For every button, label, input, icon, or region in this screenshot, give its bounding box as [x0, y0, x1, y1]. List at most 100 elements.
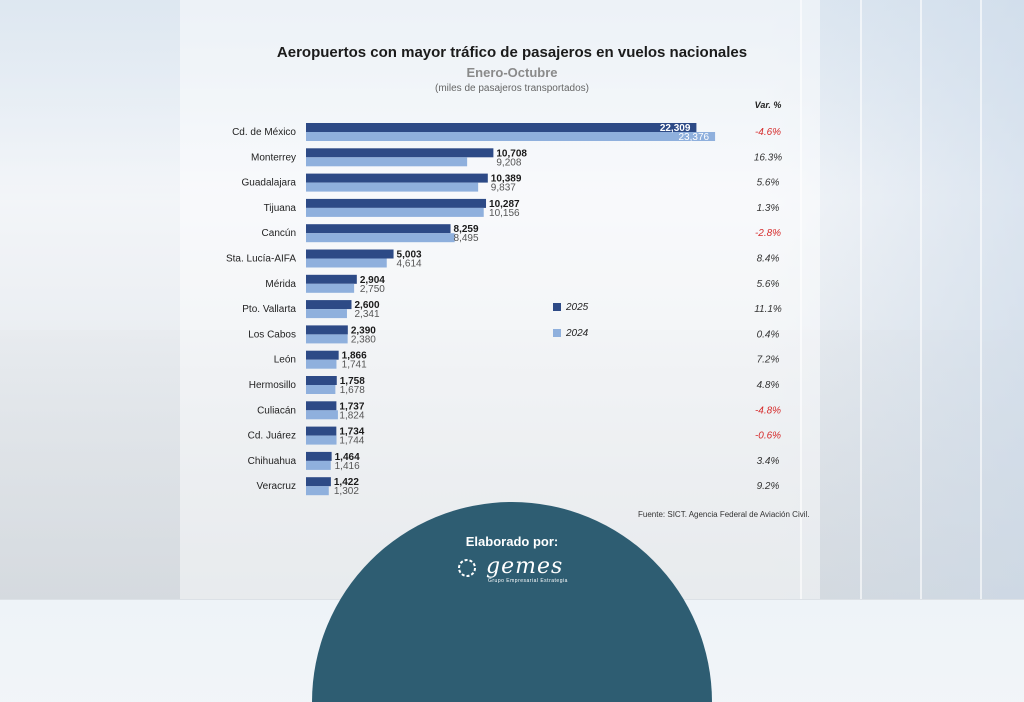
category-label: Hermosillo	[249, 380, 297, 391]
bar-2024	[306, 385, 336, 394]
variation-value: 5.6%	[757, 279, 780, 290]
category-label: Monterrey	[251, 152, 296, 163]
bar-2024	[306, 359, 337, 369]
variation-value: 16.3%	[754, 152, 782, 163]
bar-2024	[306, 309, 347, 319]
source-note: Fuente: SICT. Agencia Federal de Aviació…	[638, 510, 810, 519]
variation-value: 1.3%	[757, 203, 780, 214]
category-label: Guadalajara	[242, 178, 297, 189]
bar-2024	[306, 410, 338, 420]
value-label-2025: 1,734	[339, 427, 364, 438]
chart-units: (miles de pasajeros transportados)	[435, 83, 589, 94]
value-label-2024: 1,302	[334, 486, 359, 497]
bar-2024	[306, 334, 348, 344]
value-label-2025: 5,003	[397, 250, 422, 261]
bar-2024	[306, 486, 329, 496]
value-label-2024: 1,741	[342, 360, 367, 371]
bar-2025	[306, 300, 352, 310]
legend-label-2025: 2025	[566, 301, 589, 313]
value-label-2024: 1,744	[339, 436, 364, 447]
bar-2025	[306, 451, 332, 461]
bar-2024	[306, 460, 331, 470]
value-label-2024: 2,341	[355, 309, 380, 320]
value-label-2025: 10,287	[489, 199, 520, 210]
value-label-2025: 1,866	[342, 351, 367, 362]
category-label: Tijuana	[264, 203, 297, 214]
value-label-2025: 1,464	[335, 452, 360, 463]
value-label-2024: 9,208	[496, 157, 521, 168]
variation-value: -2.8%	[755, 228, 781, 239]
bar-2025	[306, 426, 337, 436]
variation-value: 4.8%	[757, 380, 780, 391]
category-label: Cd. de México	[232, 127, 296, 138]
bar-2025	[306, 224, 451, 234]
value-label-2024: 4,614	[397, 259, 422, 270]
value-label-2025: 10,708	[496, 148, 527, 159]
logo-tagline: Grupo Empresarial Estrategia	[488, 578, 568, 584]
logo-ring-icon	[458, 559, 476, 577]
bar-2025	[306, 249, 394, 259]
bar-2024	[306, 182, 479, 192]
variation-value: 0.4%	[757, 329, 780, 340]
value-label-2024: 8,495	[454, 233, 479, 244]
bar-2024	[306, 157, 468, 167]
legend-label-2024: 2024	[566, 327, 589, 339]
category-label: Sta. Lucía-AIFA	[226, 254, 296, 265]
category-label: Culiacán	[257, 405, 296, 416]
legend-swatch-2025	[553, 303, 561, 311]
bar-2025	[306, 477, 331, 487]
value-label-2024: 23,376	[678, 132, 709, 143]
bar-2024	[306, 132, 716, 141]
bar-2025	[306, 401, 337, 411]
category-label: Mérida	[265, 279, 296, 290]
bar-2024	[306, 283, 355, 293]
variation-value: 11.1%	[754, 304, 782, 315]
value-label-2025: 22,309	[660, 123, 691, 134]
chart-legend: 2025 2024	[553, 300, 588, 352]
bar-2024	[306, 258, 387, 268]
variation-value: 9.2%	[757, 481, 780, 492]
value-label-2025: 8,259	[454, 224, 479, 235]
variation-value: 3.4%	[757, 456, 780, 467]
value-label-2024: 9,837	[491, 183, 516, 194]
bar-2024	[306, 233, 455, 243]
value-label-2025: 10,389	[491, 174, 522, 185]
value-label-2025: 1,737	[339, 401, 364, 412]
footer-label: Elaborado por:	[465, 534, 559, 549]
value-label-2024: 10,156	[489, 208, 520, 219]
variation-value: -4.6%	[755, 127, 781, 138]
bar-2024	[306, 435, 337, 445]
logo-wordmark: gemes	[486, 554, 564, 579]
value-label-2024: 2,750	[360, 284, 385, 295]
category-label: Cd. Juárez	[248, 431, 296, 442]
category-label: Pto. Vallarta	[242, 304, 296, 315]
value-label-2025: 2,600	[355, 300, 380, 311]
value-label-2025: 2,390	[351, 325, 376, 336]
value-label-2024: 1,824	[339, 410, 364, 421]
value-label-2025: 1,422	[334, 477, 359, 488]
legend-item-2024: 2024	[553, 326, 588, 340]
bar-2025	[306, 198, 487, 208]
gemes-logo: gemes Grupo Empresarial Estrategia	[456, 554, 576, 588]
bar-2025	[306, 148, 494, 158]
bar-2025	[306, 350, 339, 360]
bar-2025	[306, 325, 348, 335]
value-label-2024: 2,380	[351, 334, 376, 345]
category-label: Los Cabos	[248, 329, 296, 340]
legend-swatch-2024	[553, 329, 561, 337]
category-label: León	[274, 355, 296, 366]
variation-value: 5.6%	[757, 178, 780, 189]
category-label: Veracruz	[257, 481, 296, 492]
variation-header: Var. %	[755, 100, 782, 110]
legend-item-2025: 2025	[553, 300, 588, 314]
bar-2025	[306, 173, 488, 183]
value-label-2024: 1,678	[340, 385, 365, 396]
variation-value: 8.4%	[757, 254, 780, 265]
category-label: Chihuahua	[248, 456, 297, 467]
variation-value: -4.8%	[755, 405, 781, 416]
bar-2025	[306, 274, 357, 284]
value-label-2025: 2,904	[360, 275, 385, 286]
chart-title: Aeropuertos con mayor tráfico de pasajer…	[276, 44, 748, 61]
